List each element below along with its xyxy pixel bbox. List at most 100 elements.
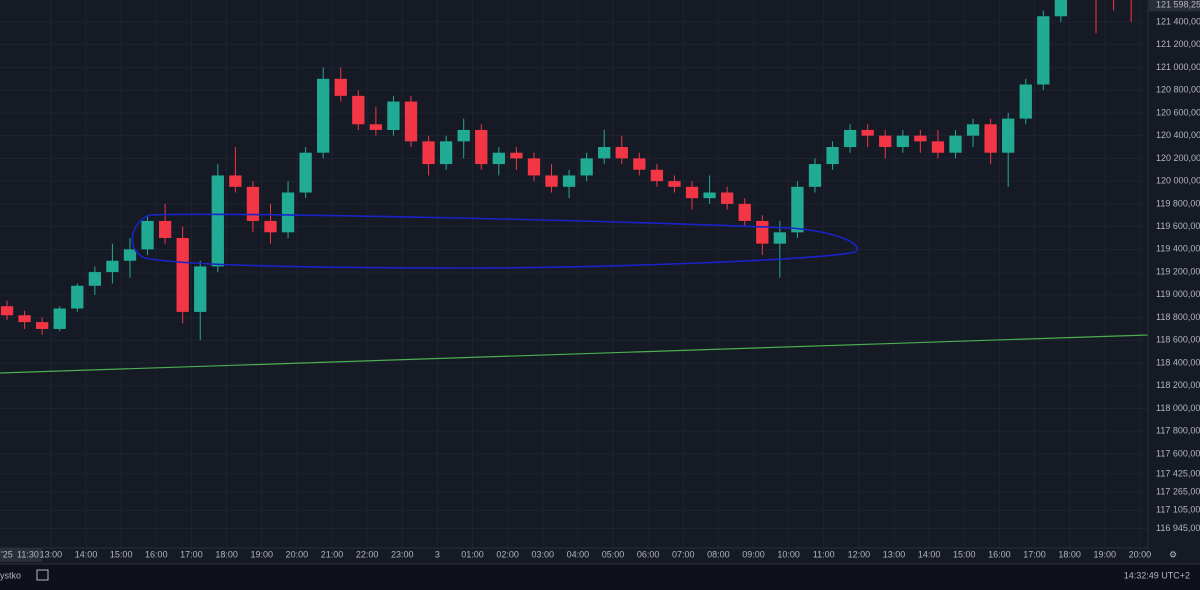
candle-body: [211, 175, 224, 267]
x-tick-label: 14:00: [75, 549, 98, 559]
candle-body: [668, 181, 681, 187]
y-tick-label: 120 200,00: [1156, 153, 1200, 163]
x-tick-label: 18:00: [1058, 549, 1081, 559]
x-tick-label: 19:00: [250, 549, 273, 559]
x-tick-label: 20:00: [286, 549, 309, 559]
y-tick-label: 119 000,00: [1156, 289, 1200, 299]
x-tick-label: 16:00: [145, 549, 168, 559]
x-tick-label: 16:00: [988, 549, 1011, 559]
y-tick-label: 117 265,00: [1156, 486, 1200, 496]
candle-body: [141, 220, 154, 250]
candle-body: [580, 158, 593, 176]
y-tick-label: 119 600,00: [1156, 221, 1200, 231]
candle-body: [1002, 118, 1015, 153]
x-tick-label: 14:00: [918, 549, 941, 559]
candle-body: [843, 129, 857, 148]
candle-body: [562, 175, 576, 187]
y-tick-label: 118 200,00: [1156, 380, 1200, 390]
x-tick-label: 17:00: [1023, 549, 1046, 559]
candle-body: [176, 237, 189, 312]
x-tick-label: 21:00: [321, 549, 344, 559]
candle-body: [18, 315, 31, 323]
x-tick-label: 02:00: [496, 549, 519, 559]
candle-body: [527, 158, 541, 176]
candle-body: [896, 135, 909, 148]
x-tick-label: 06:00: [637, 549, 660, 559]
candle-body: [71, 285, 84, 309]
candle-body: [510, 152, 523, 159]
candle-body: [633, 158, 646, 170]
candle-body: [281, 192, 295, 233]
x-tick-label: 23:00: [391, 549, 414, 559]
x-tick-label: 05:00: [602, 549, 625, 559]
y-tick-label: 120 800,00: [1156, 85, 1200, 95]
candle-body: [966, 124, 980, 136]
range-button[interactable]: ystko: [0, 570, 21, 580]
y-tick-label: 120 000,00: [1156, 176, 1200, 186]
y-tick-label: 117 800,00: [1156, 426, 1200, 436]
candle-body: [914, 135, 927, 142]
candle-body: [317, 78, 330, 153]
cursor-time: 11:30: [17, 549, 39, 559]
candle-body: [299, 152, 312, 193]
candle-body: [229, 175, 242, 187]
candle-body: [773, 232, 787, 244]
ellipse-drawing: [131, 213, 858, 269]
y-tick-label: 118 400,00: [1156, 357, 1200, 367]
x-tick-label: 10:00: [777, 549, 800, 559]
candle-body: [158, 220, 172, 238]
candle-body: [53, 308, 66, 329]
candle-body: [931, 141, 945, 153]
x-tick-label: 17:00: [180, 549, 203, 559]
y-tick-label: 120 400,00: [1156, 130, 1200, 140]
x-tick-label: 15:00: [953, 549, 976, 559]
candles: [0, 0, 1132, 341]
x-tick-label: 09:00: [742, 549, 765, 559]
x-tick-label: 20:00: [1129, 549, 1152, 559]
candle-body: [246, 186, 260, 221]
y-tick-label: 118 000,00: [1156, 403, 1200, 413]
cursor-label-box: [0, 548, 42, 562]
x-tick-label: 03:00: [531, 549, 554, 559]
y-tick-label: 118 600,00: [1156, 335, 1200, 345]
clock: 14:32:49 UTC+2: [1124, 570, 1190, 580]
candle-body: [36, 322, 49, 329]
candle-body: [422, 141, 435, 165]
candle-body: [808, 164, 822, 187]
last-price-label: 121 598,25: [1156, 0, 1200, 9]
candle-body: [1019, 84, 1032, 119]
candle-body: [0, 306, 14, 316]
x-tick-label: 11:00: [813, 549, 835, 559]
calendar-icon[interactable]: [36, 569, 49, 581]
x-tick-label: 18:00: [215, 549, 238, 559]
candle-body: [475, 129, 488, 165]
y-tick-label: 121 400,00: [1156, 16, 1200, 26]
cursor-date: '25: [1, 549, 13, 559]
candle-body: [457, 129, 470, 142]
last-price-box: [1149, 0, 1200, 12]
y-tick-label: 120 600,00: [1156, 107, 1200, 117]
y-tick-label: 119 200,00: [1156, 266, 1200, 276]
x-tick-label: 04:00: [567, 549, 590, 559]
x-tick-label: 07:00: [672, 549, 695, 559]
y-tick-label: 117 600,00: [1156, 448, 1200, 458]
candle-body: [826, 147, 839, 165]
trend-line: [0, 334, 1149, 374]
candle-body: [721, 192, 734, 204]
candle-body: [194, 266, 207, 312]
candle-body: [1037, 16, 1050, 85]
y-tick-label: 117 425,00: [1156, 468, 1200, 478]
candle-body: [545, 175, 558, 187]
y-tick-label: 118 800,00: [1156, 312, 1200, 322]
candle-body: [334, 78, 347, 96]
candle-body: [106, 260, 119, 273]
candle-body: [984, 124, 997, 153]
y-tick-label: 121 200,00: [1156, 39, 1200, 49]
candle-body: [387, 101, 400, 130]
x-tick-label: 08:00: [707, 549, 730, 559]
x-tick-label: 3: [435, 549, 440, 559]
axis-settings-icon[interactable]: ⚙: [1169, 549, 1177, 559]
y-tick-label: 116 945,00: [1156, 523, 1200, 533]
candle-body: [264, 220, 277, 233]
